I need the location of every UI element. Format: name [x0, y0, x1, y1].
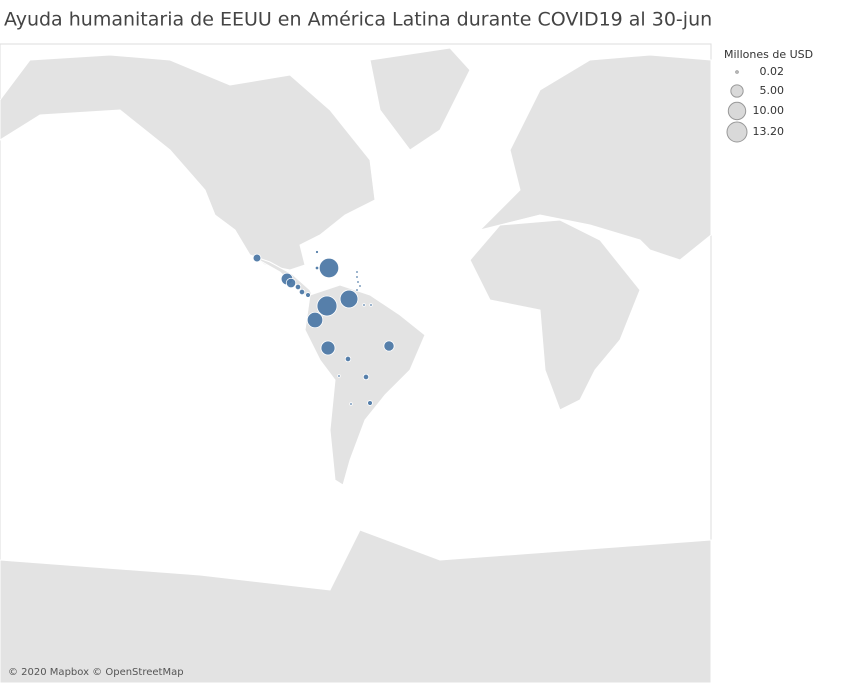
bubble	[358, 284, 362, 288]
legend-swatch	[735, 70, 739, 74]
bubble	[337, 374, 341, 378]
legend-label: 0.02	[760, 65, 785, 78]
eurasia	[478, 54, 712, 261]
bubble	[318, 257, 340, 279]
south-america	[304, 284, 426, 486]
legend-label: 10.00	[753, 104, 785, 117]
bubble	[383, 340, 395, 352]
bubble	[315, 250, 319, 254]
bubble	[339, 289, 359, 309]
legend-label: 5.00	[760, 84, 785, 97]
title: Ayuda humanitaria de EEUU en América Lat…	[4, 9, 712, 31]
attribution: © 2020 Mapbox © OpenStreetMap	[8, 667, 184, 678]
bubble	[362, 373, 370, 381]
bubble	[305, 292, 311, 298]
bubble	[369, 303, 373, 307]
bubble	[355, 270, 359, 274]
bubble	[362, 303, 366, 307]
map: © 2020 Mapbox © OpenStreetMap	[0, 43, 712, 683]
legend-label: 13.20	[753, 125, 785, 138]
legend-swatch	[730, 84, 744, 98]
legend-swatch	[726, 121, 748, 143]
bubble	[252, 253, 262, 263]
bubble	[314, 265, 320, 271]
antarctica	[0, 529, 712, 683]
north-america	[0, 54, 376, 271]
legend-title: Millones de USD	[724, 48, 813, 61]
bubble	[316, 295, 338, 317]
bubble	[298, 288, 306, 296]
bubble	[306, 311, 324, 329]
bubble	[285, 277, 297, 289]
legend-swatch	[727, 101, 747, 121]
bubble	[355, 275, 359, 279]
greenland	[369, 47, 471, 151]
bubble	[320, 340, 336, 356]
africa	[469, 219, 641, 411]
bubble	[349, 402, 353, 406]
bubble	[294, 283, 302, 291]
bubble	[344, 355, 352, 363]
bubble	[356, 280, 360, 284]
bubble	[355, 288, 359, 292]
bubble	[367, 400, 373, 406]
